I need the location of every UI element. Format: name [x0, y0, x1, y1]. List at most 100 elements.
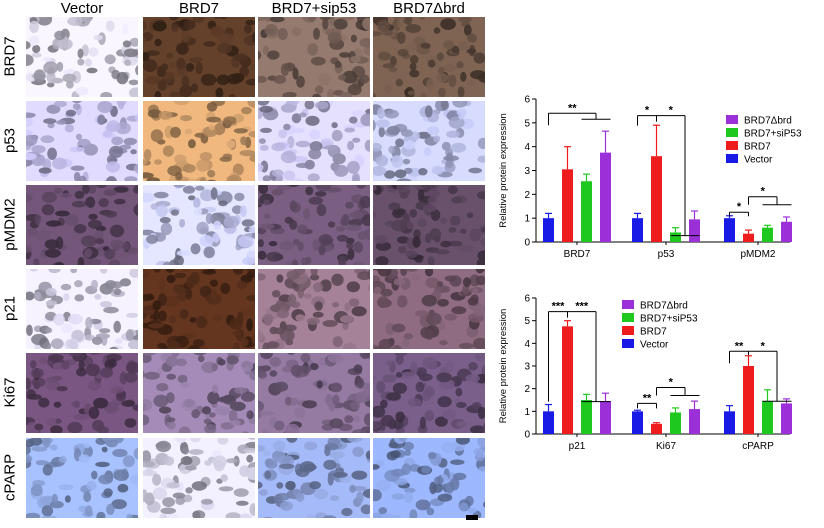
bar-vector-ki67 — [632, 411, 643, 434]
bar-brd7-brd7 — [562, 169, 573, 242]
significance-star: * — [645, 105, 650, 117]
bar-vector-p21 — [543, 411, 554, 434]
row-header-p21: p21 — [1, 295, 19, 322]
ihc-tile-brd7-1 — [143, 17, 255, 97]
column-header-brd7-delta-brd: BRD7Δbrd — [393, 0, 465, 17]
y-tick-label: 6 — [524, 95, 530, 106]
row-header-pmdm2: pMDM2 — [1, 198, 19, 251]
column-header-vector: Vector — [60, 0, 104, 17]
bar-brd7-brd-brd7 — [600, 152, 611, 242]
bar-brd7-ki67 — [651, 423, 662, 434]
bar-brd7-sip53-p21 — [581, 400, 592, 434]
y-tick-label: 2 — [524, 190, 530, 201]
significance-star: * — [761, 186, 766, 198]
legend-swatch — [726, 115, 738, 124]
bar-vector-cparp — [724, 411, 735, 434]
bar-brd7-brd-p21 — [600, 401, 611, 434]
legend-label: BRD7 — [640, 327, 667, 338]
significance-star: * — [737, 201, 742, 213]
y-tick-label: 4 — [524, 142, 530, 153]
row-header-ki67: Ki67 — [1, 377, 19, 408]
bar-brd7-sip53-cparp — [762, 401, 773, 434]
significance-star: * — [669, 105, 674, 117]
ihc-tile-pmdm2-3 — [373, 185, 485, 265]
y-tick-label: 3 — [524, 362, 530, 373]
significance-star: * — [761, 340, 766, 352]
significance-star: *** — [575, 301, 589, 313]
x-tick-label: p53 — [658, 249, 675, 260]
legend-label: BRD7+siP53 — [640, 314, 698, 325]
ihc-tile-ki67-0 — [26, 353, 138, 433]
bar-brd7-sip53-ki67 — [670, 412, 681, 434]
ihc-tile-pmdm2-0 — [26, 185, 138, 265]
bar-chart-top: 0 1 2 3 4 5 6 Relative protein expression BRD7 p5… — [498, 95, 802, 261]
y-axis-label: Relative protein expression — [498, 113, 509, 228]
legend-label: BRD7Δbrd — [640, 301, 688, 312]
bar-brd7-sip53-brd7 — [581, 181, 592, 242]
significance-star: ** — [568, 102, 577, 114]
ihc-tile-pmdm2-1 — [143, 185, 255, 265]
x-tick-label: Ki67 — [656, 441, 676, 452]
bar-brd7-p53 — [651, 156, 662, 242]
ihc-tile-p53-2 — [258, 101, 370, 181]
y-tick-label: 1 — [524, 407, 530, 418]
significance-star: ** — [735, 340, 744, 352]
bar-brd7-sip53-p53 — [670, 232, 681, 242]
ihc-tile-ki67-2 — [258, 353, 370, 433]
x-tick-label: pMDM2 — [740, 249, 775, 260]
y-tick-label: 0 — [524, 238, 530, 249]
legend-swatch — [726, 128, 738, 137]
ihc-tile-pmdm2-2 — [258, 185, 370, 265]
ihc-tile-p53-0 — [26, 101, 138, 181]
x-tick-label: p21 — [569, 441, 586, 452]
row-header-p53: p53 — [1, 127, 19, 154]
bar-chart-bottom: 0 1 2 3 4 5 6 Relative protein expression p21 Ki6… — [498, 294, 792, 452]
bar-brd7-brd-pmdm2 — [781, 221, 792, 242]
legend-swatch — [622, 300, 634, 309]
ihc-tile-p53-1 — [143, 101, 255, 181]
x-tick-label: cPARP — [742, 441, 774, 452]
row-header-cparp: cPARP — [1, 453, 19, 502]
y-tick-label: 5 — [524, 316, 530, 327]
ihc-tile-brd7-2 — [258, 17, 370, 97]
y-axis-label: Relative protein expression — [498, 309, 509, 424]
column-header-brd7-sip53: BRD7+sip53 — [271, 0, 357, 17]
bar-brd7-cparp — [743, 366, 754, 434]
ihc-tile-p21-1 — [143, 269, 255, 349]
legend-label: Vector — [640, 340, 669, 351]
bar-vector-pmdm2 — [724, 218, 735, 242]
ihc-tile-brd7-0 — [26, 17, 138, 97]
legend-swatch — [622, 326, 634, 335]
legend-swatch — [726, 141, 738, 150]
legend-label: BRD7 — [744, 142, 771, 153]
ihc-tile-ki67-1 — [143, 353, 255, 433]
x-tick-label: BRD7 — [564, 249, 591, 260]
bar-vector-p53 — [632, 218, 643, 242]
legend-label: Vector — [744, 155, 773, 166]
y-tick-label: 1 — [524, 214, 530, 225]
ihc-tile-cparp-3 — [373, 438, 485, 518]
bar-brd7-pmdm2 — [743, 233, 754, 242]
bar-brd7-brd-cparp — [781, 403, 792, 434]
ihc-tile-cparp-0 — [26, 438, 138, 518]
y-tick-label: 0 — [524, 430, 530, 441]
ihc-tile-brd7-3 — [373, 17, 485, 97]
y-tick-label: 5 — [524, 118, 530, 129]
bar-vector-brd7 — [543, 218, 554, 242]
bar-brd7-brd-ki67 — [689, 409, 700, 434]
y-tick-label: 6 — [524, 294, 530, 305]
ihc-tile-p21-3 — [373, 269, 485, 349]
ihc-tile-cparp-1 — [143, 438, 255, 518]
significance-star: ** — [643, 392, 652, 404]
legend-swatch — [726, 154, 738, 163]
scale-bar — [466, 515, 478, 520]
ihc-tile-p21-2 — [258, 269, 370, 349]
y-tick-label: 2 — [524, 384, 530, 395]
ihc-tile-p21-0 — [26, 269, 138, 349]
legend-swatch — [622, 339, 634, 348]
legend-label: BRD7+siP53 — [744, 129, 802, 140]
ihc-tile-cparp-2 — [258, 438, 370, 518]
y-tick-label: 4 — [524, 339, 530, 350]
ihc-tile-p53-3 — [373, 101, 485, 181]
significance-star: *** — [552, 301, 566, 313]
